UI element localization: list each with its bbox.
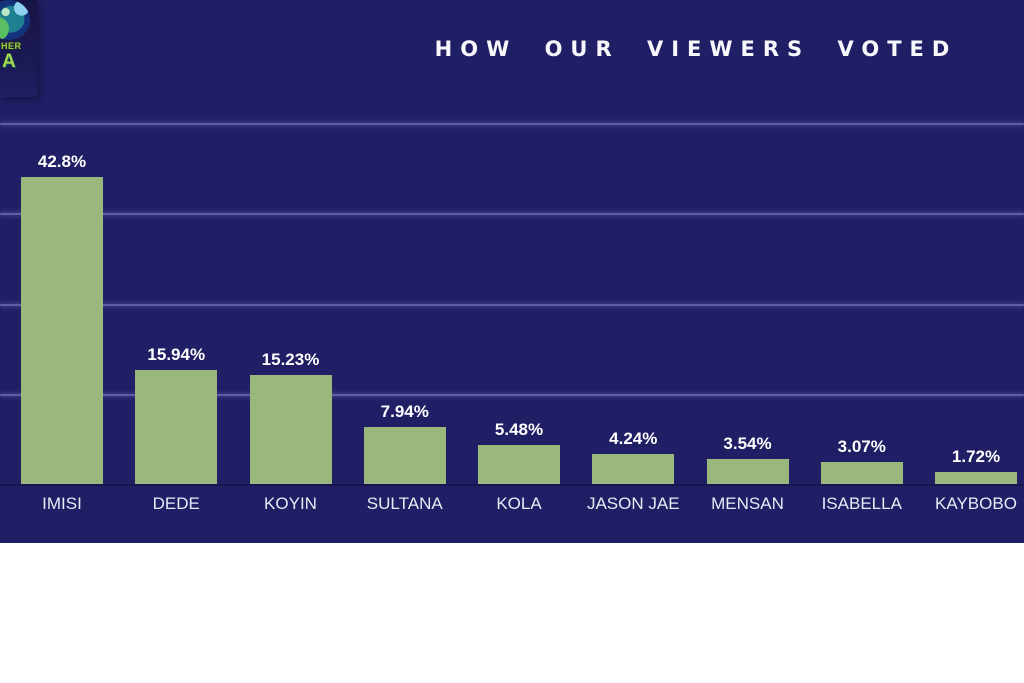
logo-text-fragment-top: HER xyxy=(1,41,22,51)
value-label: 5.48% xyxy=(494,419,544,439)
category-label: KOYIN xyxy=(264,494,317,513)
value-label: 15.94% xyxy=(147,344,206,364)
value-label: 1.72% xyxy=(951,446,1001,466)
bar-dede xyxy=(135,369,218,484)
gridline xyxy=(0,123,1024,125)
bbnaija-logo: HER A xyxy=(0,0,37,97)
logo-text-fragment-bottom: A xyxy=(2,51,16,72)
category-label: ISABELLA xyxy=(821,494,902,513)
bar-koyin xyxy=(249,374,332,484)
bar-jason-jae xyxy=(592,453,675,484)
bar-isabella xyxy=(820,462,903,484)
category-label: IMISI xyxy=(42,494,82,513)
bar-kola xyxy=(478,444,560,484)
category-label: DEDE xyxy=(152,494,200,513)
category-label: KAYBOBO xyxy=(935,494,1017,513)
category-label: MENSAN xyxy=(711,494,784,513)
value-label: 4.24% xyxy=(609,428,658,448)
value-label: 3.54% xyxy=(723,433,772,453)
category-label: JASON JAE xyxy=(586,494,680,513)
bar-mensan xyxy=(706,458,789,484)
chart-panel: HER A HOW OUR VIEWERS VOTED 42.8% 15.94% 1… xyxy=(0,0,1024,543)
value-label: 3.07% xyxy=(837,437,886,456)
value-label: 42.8% xyxy=(37,152,87,172)
value-label: 15.23% xyxy=(261,349,320,369)
gridline xyxy=(0,303,1024,306)
category-label: SULTANA xyxy=(366,494,443,513)
gridline xyxy=(0,213,1024,216)
bbnaija-eye-icon xyxy=(0,0,30,40)
bar-sultana xyxy=(363,427,446,484)
chart-title: HOW OUR VIEWERS VOTED xyxy=(434,37,958,61)
gridline xyxy=(0,393,1024,396)
bar-kaybobo xyxy=(935,471,1017,484)
bar-imisi xyxy=(21,177,103,484)
category-label: KOLA xyxy=(496,494,542,513)
x-axis-line xyxy=(0,484,1024,486)
value-label: 7.94% xyxy=(380,402,429,422)
plot-area: 42.8% 15.94% 15.23% 7.94% 5.48% 4.24% 3.54% 3.0… xyxy=(0,123,1024,484)
